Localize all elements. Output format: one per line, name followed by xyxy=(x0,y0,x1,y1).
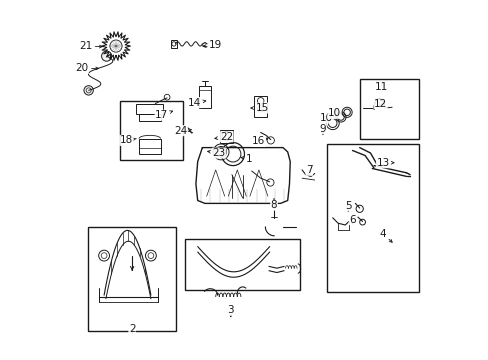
Text: 10: 10 xyxy=(327,108,340,118)
Text: 17: 17 xyxy=(155,110,172,120)
Bar xyxy=(139,139,160,154)
Bar xyxy=(170,40,177,48)
Text: 11: 11 xyxy=(374,82,387,92)
Bar xyxy=(326,144,418,292)
Text: 7: 7 xyxy=(305,165,312,176)
Text: 23: 23 xyxy=(207,148,225,158)
Text: 12: 12 xyxy=(373,99,386,109)
Bar xyxy=(120,101,183,160)
Text: 22: 22 xyxy=(214,132,233,142)
Text: 10: 10 xyxy=(319,113,332,123)
Text: 20: 20 xyxy=(75,63,99,73)
Text: 8: 8 xyxy=(270,199,277,210)
Text: 14: 14 xyxy=(188,98,205,108)
Bar xyxy=(220,130,232,143)
Circle shape xyxy=(84,86,93,95)
Text: 13: 13 xyxy=(376,158,393,168)
Text: 2: 2 xyxy=(129,324,135,334)
Circle shape xyxy=(102,51,111,61)
Bar xyxy=(88,227,176,331)
Text: 3: 3 xyxy=(227,305,234,316)
Bar xyxy=(359,79,418,139)
Text: 6: 6 xyxy=(348,215,355,225)
Text: 24: 24 xyxy=(174,126,191,136)
Text: 1: 1 xyxy=(241,154,252,164)
Bar xyxy=(199,86,210,108)
Bar xyxy=(185,239,300,290)
Text: 21: 21 xyxy=(79,41,102,51)
Bar xyxy=(254,96,266,117)
Text: 18: 18 xyxy=(120,135,136,145)
Bar xyxy=(136,104,163,114)
Text: 9: 9 xyxy=(319,124,325,135)
Text: 19: 19 xyxy=(203,40,222,50)
Text: 16: 16 xyxy=(252,136,267,147)
Text: 4: 4 xyxy=(379,229,391,242)
Bar xyxy=(139,114,160,121)
Text: 5: 5 xyxy=(344,201,351,211)
Text: 15: 15 xyxy=(250,103,268,113)
